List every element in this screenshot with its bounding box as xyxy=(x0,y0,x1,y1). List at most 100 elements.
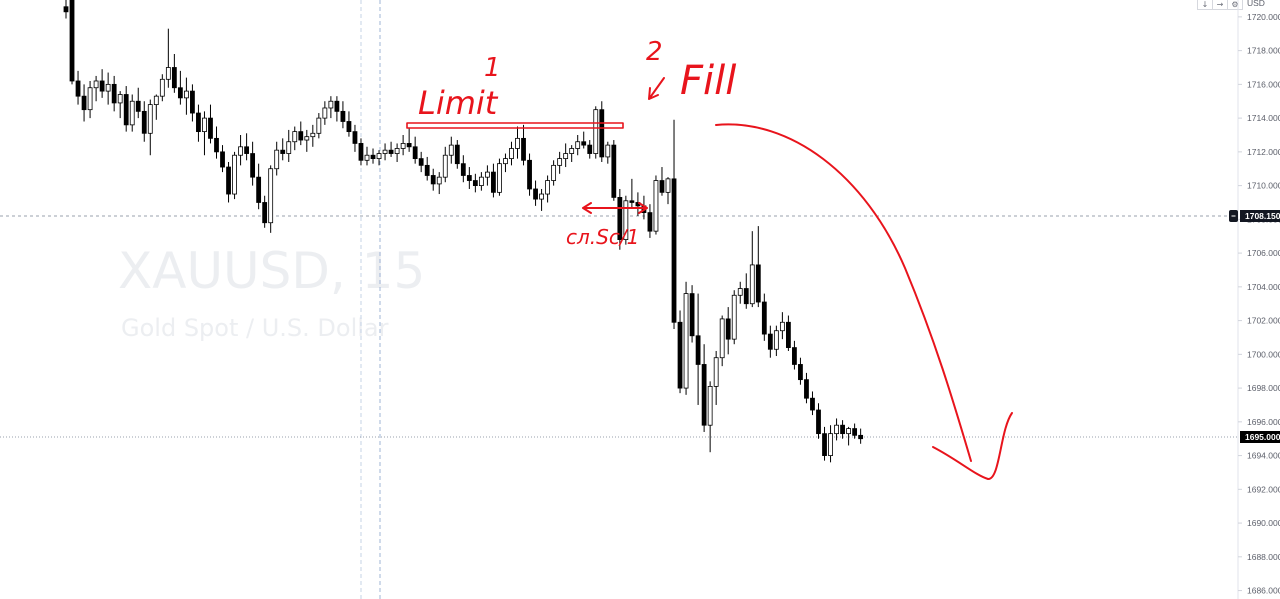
candle-down-body xyxy=(491,171,496,193)
candle-up-body xyxy=(328,100,334,109)
candle-up-body xyxy=(232,154,237,195)
candle-down-body xyxy=(671,178,677,323)
candle-up-body xyxy=(316,117,322,134)
candle-down-body xyxy=(226,166,231,195)
candle-up-body xyxy=(400,143,406,149)
candle-down-body xyxy=(695,335,701,365)
fill-arrow xyxy=(648,77,665,100)
price-axis-label: 1686.000 xyxy=(1247,586,1280,596)
candle-down-body xyxy=(81,95,87,111)
candle-down-body xyxy=(208,117,213,139)
candle-down-body xyxy=(677,321,683,389)
gear-icon[interactable]: ⚙ xyxy=(1227,0,1243,10)
candle-up-body xyxy=(442,154,448,178)
candle-down-body xyxy=(196,112,201,133)
price-axis-label: 1710.000 xyxy=(1247,181,1280,191)
price-axis-label: 1698.000 xyxy=(1247,383,1280,393)
candle-up-body xyxy=(484,171,490,178)
candle-up-body xyxy=(183,90,189,99)
candle-down-body xyxy=(141,110,147,134)
candle-up-body xyxy=(846,428,851,435)
candle-down-body xyxy=(418,158,424,166)
price-axis-label: 1718.000 xyxy=(1247,46,1280,56)
limit-zone-rectangle[interactable] xyxy=(406,122,624,129)
candle-down-body xyxy=(256,176,262,203)
candle-up-body xyxy=(376,153,382,160)
candle-up-body xyxy=(503,158,508,165)
projection-curve xyxy=(715,123,972,462)
candle-down-body xyxy=(466,175,472,181)
candle-up-body xyxy=(310,132,316,138)
candle-down-body xyxy=(460,163,466,176)
number-2-label: 2 xyxy=(646,37,663,67)
candle-up-body xyxy=(159,78,165,97)
candle-up-body xyxy=(605,144,611,158)
candle-up-body xyxy=(569,148,575,154)
symbol-watermark: XAUUSD, 15 Gold Spot / U.S. Dollar xyxy=(118,242,425,342)
price-axis-label: 1696.000 xyxy=(1247,417,1280,427)
candle-down-body xyxy=(358,143,364,161)
candle-down-body xyxy=(430,175,436,185)
candle-up-body xyxy=(575,141,581,149)
candle-up-body xyxy=(238,146,243,156)
price-axis-label: 1700.000 xyxy=(1247,349,1280,359)
candle-up-body xyxy=(683,293,689,389)
candle-down-body xyxy=(792,347,797,365)
candle-down-body xyxy=(617,197,623,240)
watermark-description: Gold Spot / U.S. Dollar xyxy=(121,314,389,342)
candle-down-body xyxy=(69,0,75,82)
candle-down-body xyxy=(521,137,526,161)
candle-up-body xyxy=(719,318,725,359)
candle-down-body xyxy=(171,67,177,89)
cross-label: сл.Sc/1 xyxy=(566,225,639,249)
candle-down-body xyxy=(424,164,430,176)
candle-down-body xyxy=(701,364,707,426)
candlestick-series xyxy=(63,0,864,463)
candle-down-body xyxy=(659,180,665,193)
candle-down-body xyxy=(190,90,195,114)
candle-up-body xyxy=(749,264,755,305)
candle-up-body xyxy=(105,83,111,92)
number-1-label: 1 xyxy=(484,53,501,83)
price-axis[interactable]: 1720.000 1718.000 1716.000 1714.000 1712.000… xyxy=(1238,12,1280,596)
price-axis-label: 1692.000 xyxy=(1247,484,1280,494)
candle-up-body xyxy=(478,176,484,187)
crosshair-price-tag: 1708.150 xyxy=(1229,210,1280,222)
candle-up-body xyxy=(653,180,659,232)
candle-up-body xyxy=(731,294,737,340)
price-axis-label: 1704.000 xyxy=(1247,282,1280,292)
candle-up-body xyxy=(707,385,713,426)
candle-up-body xyxy=(129,100,135,126)
price-axis-label: 1720.000 xyxy=(1247,12,1280,22)
price-axis-label: 1690.000 xyxy=(1247,518,1280,528)
candle-down-body xyxy=(250,153,256,178)
range-double-arrow xyxy=(582,202,648,214)
candle-down-body xyxy=(346,121,352,133)
candle-up-body xyxy=(364,154,370,161)
candle-up-body xyxy=(509,148,514,160)
price-axis-label: 1712.000 xyxy=(1247,147,1280,157)
candle-up-body xyxy=(268,168,274,224)
candle-up-body xyxy=(737,288,743,296)
candle-down-body xyxy=(527,159,532,190)
candle-up-body xyxy=(828,433,833,456)
candle-down-body xyxy=(647,212,653,232)
candle-down-body xyxy=(611,144,617,198)
candle-down-body xyxy=(214,137,219,153)
candle-up-body xyxy=(202,117,207,133)
crosshair-price-label: 1708.150 xyxy=(1245,211,1280,221)
candle-up-body xyxy=(515,137,520,149)
candle-up-body xyxy=(593,109,599,154)
candle-down-body xyxy=(798,364,803,381)
candle-up-body xyxy=(304,136,310,141)
candle-down-body xyxy=(689,293,695,337)
candle-up-body xyxy=(557,158,563,166)
limit-label: Limit xyxy=(418,84,499,122)
candle-up-body xyxy=(382,149,388,154)
candle-down-body xyxy=(244,146,250,154)
price-axis-label: 1702.000 xyxy=(1247,316,1280,326)
candle-down-body xyxy=(858,434,864,440)
candle-down-body xyxy=(587,144,593,154)
fill-label: Fill xyxy=(680,58,736,104)
